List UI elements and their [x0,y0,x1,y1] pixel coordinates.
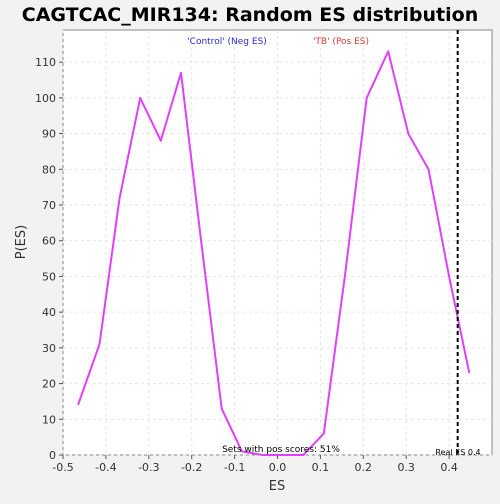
y-tick-label: 100 [35,92,56,105]
x-tick-label: 0.2 [355,461,373,474]
x-axis-label: ES [269,479,285,494]
x-tick-label: 0.1 [312,461,330,474]
y-tick-label: 70 [42,199,56,212]
y-tick-label: 60 [42,235,56,248]
pos-scores-annotation: Sets with pos scores: 51% [222,445,340,455]
x-tick-label: 0.4 [440,461,458,474]
x-tick-label: 0.0 [269,461,287,474]
y-tick-label: 0 [49,449,56,462]
y-tick-label: 50 [42,270,56,283]
x-tick-label: 0.3 [397,461,415,474]
x-tick-label: -0.5 [52,461,73,474]
es-distribution-line [77,50,471,456]
axes: 0 10 20 30 40 50 60 70 80 90 100 110 -0.5 -0.4 -0.3 -0.… [35,56,458,474]
legend-entry-control: 'Control' (Neg ES) [187,37,267,47]
y-tick-label: 90 [42,128,56,141]
y-tick-label: 10 [42,413,56,426]
y-tick-label: 30 [42,342,56,355]
y-axis-label: P(ES) [14,225,29,259]
chart-title: CAGTCAC_MIR134: Random ES distribution [22,4,478,26]
grid-lines [62,30,492,456]
y-tick-label: 80 [42,163,56,176]
x-tick-label: -0.1 [224,461,245,474]
x-tick-label: -0.3 [138,461,159,474]
real-es-label: Real ES 0.4 [435,448,480,457]
y-tick-label: 110 [35,56,56,69]
series-lines [77,50,471,456]
x-tick-label: -0.2 [181,461,202,474]
x-tick-label: -0.4 [95,461,116,474]
legend-entry-tb: 'TB' (Pos ES) [313,37,369,47]
y-tick-label: 40 [42,306,56,319]
y-tick-label: 20 [42,378,56,391]
